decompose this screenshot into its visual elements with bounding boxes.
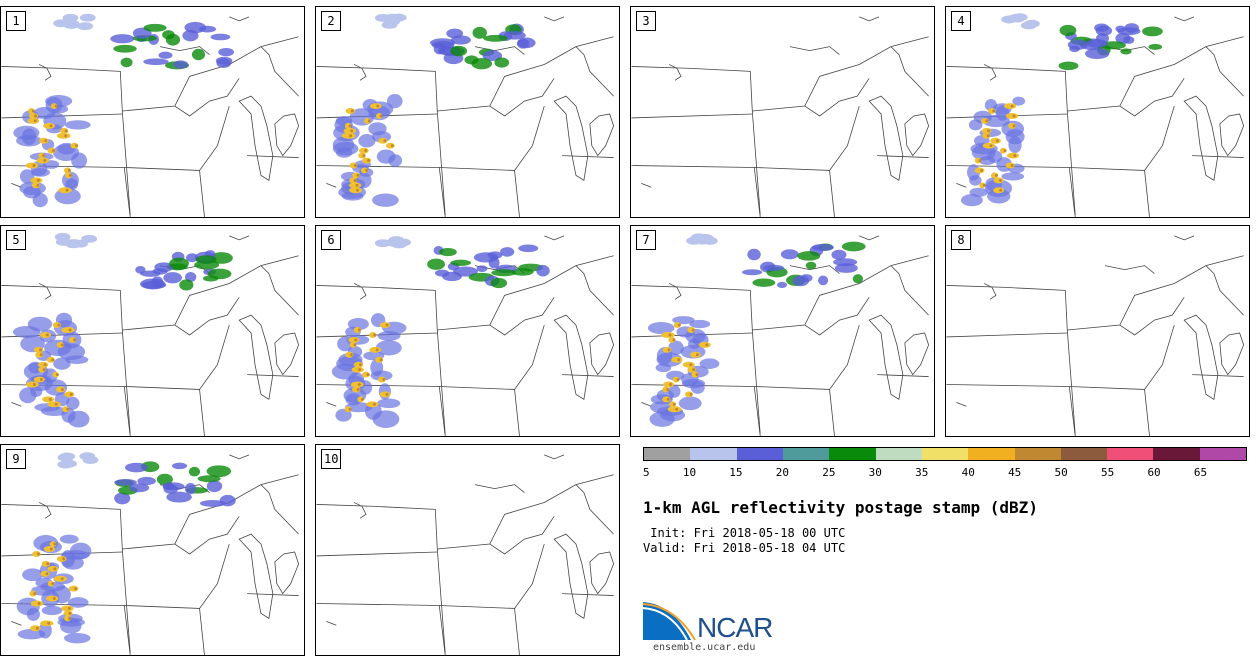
panel-number-label: 7 — [636, 230, 656, 250]
map-canvas — [316, 235, 615, 436]
colorbar-segment — [1107, 448, 1154, 460]
colorbar-tick-label: 65 — [1193, 466, 1208, 479]
panel-number-label: 8 — [951, 230, 971, 250]
map-canvas — [631, 233, 930, 436]
page-title: 1-km AGL reflectivity postage stamp (dBZ… — [643, 498, 1038, 517]
colorbar-ticks: 5 10 15 20 25 30 35 40 45 50 55 60 65 — [643, 466, 1247, 480]
colorbar-tick-label: 40 — [961, 466, 975, 479]
map-canvas — [631, 16, 930, 217]
colorbar-segment — [782, 448, 830, 460]
site-url: ensemble.ucar.edu — [653, 642, 756, 653]
map-panel: 9 — [0, 444, 305, 656]
map-panel: 7 — [630, 225, 935, 437]
colorbar-segment — [968, 448, 1015, 460]
colorbar-segment — [736, 448, 783, 460]
panel-number-label: 3 — [636, 11, 656, 31]
colorbar-tick-label: 20 — [775, 466, 789, 479]
colorbar-tick-label: 10 — [682, 466, 697, 479]
colorbar-tick-label: 60 — [1147, 466, 1161, 479]
colorbar-segment — [1014, 448, 1061, 460]
colorbar-tick-label: 15 — [729, 466, 743, 479]
panel-number-label: 4 — [951, 11, 971, 31]
map-canvas — [316, 13, 615, 217]
colorbar-tick-label: 50 — [1054, 466, 1068, 479]
map-panel: 3 — [630, 6, 935, 218]
colorbar-tick-label: 25 — [822, 466, 836, 479]
colorbar — [643, 447, 1247, 461]
map-canvas — [1, 452, 300, 655]
map-panel: 1 — [0, 6, 305, 218]
map-canvas — [316, 454, 615, 655]
map-panel: 10 — [315, 444, 620, 656]
colorbar-tick-label: 35 — [915, 466, 929, 479]
colorbar-segment — [1153, 448, 1200, 460]
colorbar-segment — [1199, 448, 1247, 460]
colorbar-segment — [829, 448, 876, 460]
panel-number-label: 9 — [6, 449, 26, 469]
colorbar-tick-label: 5 — [643, 466, 650, 479]
map-panel: 8 — [945, 225, 1250, 437]
map-panel: 4 — [945, 6, 1250, 218]
colorbar-tick-label: 45 — [1008, 466, 1022, 479]
map-panel: 5 — [0, 225, 305, 437]
map-panel: 6 — [315, 225, 620, 437]
map-panel: 2 — [315, 6, 620, 218]
colorbar-segment — [644, 448, 691, 460]
panel-number-label: 5 — [6, 230, 26, 250]
map-canvas — [1, 13, 300, 217]
colorbar-segment — [875, 448, 922, 460]
panel-number-label: 6 — [321, 230, 341, 250]
colorbar-segment — [690, 448, 737, 460]
valid-time: Valid: Fri 2018-05-18 04 UTC — [643, 541, 846, 555]
colorbar-tick-label: 55 — [1100, 466, 1115, 479]
map-canvas — [1, 232, 300, 436]
map-canvas — [946, 235, 1245, 436]
init-time: Init: Fri 2018-05-18 00 UTC — [643, 526, 846, 540]
colorbar-segment — [1060, 448, 1108, 460]
ncar-logo-icon — [643, 602, 696, 641]
colorbar-segment — [921, 448, 969, 460]
colorbar-tick-label: 30 — [868, 466, 882, 479]
panel-number-label: 10 — [321, 449, 342, 469]
ncar-logo-text: NCAR — [697, 612, 773, 643]
map-canvas — [946, 13, 1245, 217]
panel-number-label: 2 — [321, 11, 341, 31]
panel-number-label: 1 — [6, 11, 26, 31]
